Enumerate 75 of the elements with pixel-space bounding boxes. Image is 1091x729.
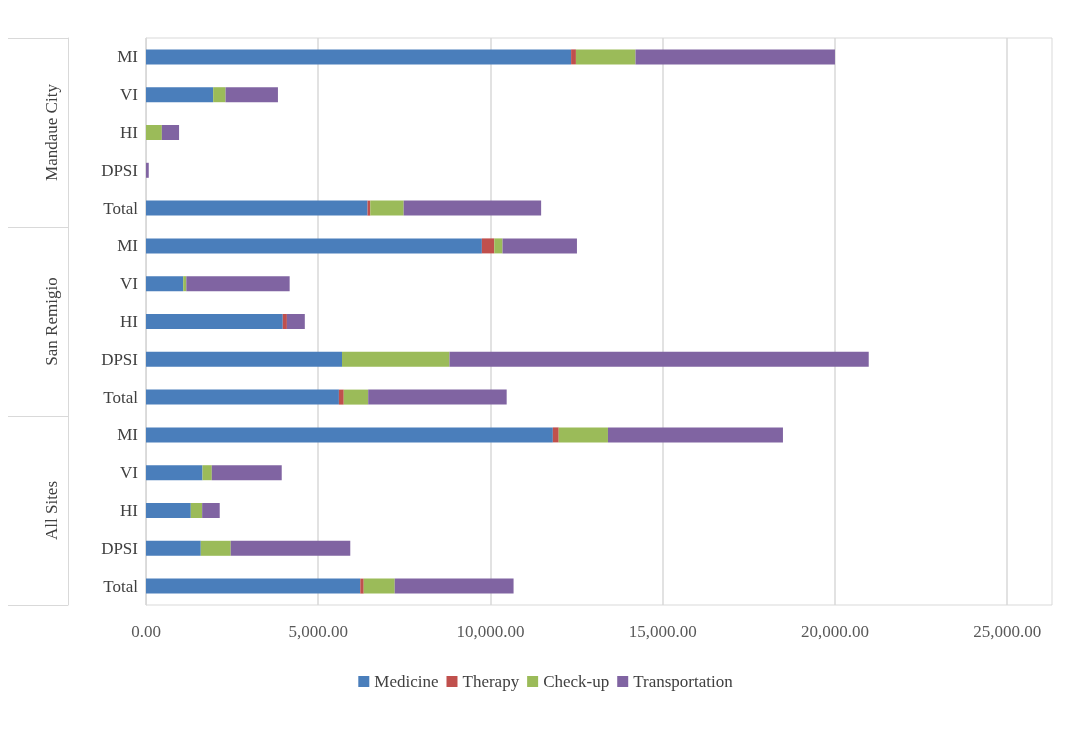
bar xyxy=(360,578,364,594)
bar xyxy=(342,351,450,367)
y-tick-label: VI xyxy=(120,463,139,483)
legend-label: Transportation xyxy=(633,672,734,691)
bar xyxy=(368,389,507,405)
bar xyxy=(146,351,343,367)
bar xyxy=(343,389,369,405)
bar xyxy=(403,200,542,216)
bar xyxy=(146,389,339,405)
bar xyxy=(186,276,290,292)
bar xyxy=(635,49,835,65)
y-tick-label: Total xyxy=(103,576,139,596)
y-tick-label: DPSI xyxy=(101,349,139,369)
y-tick-label: HI xyxy=(120,312,139,331)
bar xyxy=(558,427,608,443)
text: San Remigio xyxy=(42,277,61,366)
bar xyxy=(552,427,559,443)
bar xyxy=(146,238,482,254)
y-tick-label: HI xyxy=(120,501,139,520)
bar xyxy=(494,238,503,254)
bar xyxy=(211,465,282,481)
text: Mandaue City xyxy=(42,83,61,181)
bar xyxy=(213,87,226,103)
bar xyxy=(449,351,869,367)
y-tick-label: Total xyxy=(103,198,139,218)
y-tick-label: Total xyxy=(103,387,139,407)
bar xyxy=(146,276,184,292)
bar xyxy=(146,427,553,443)
bar xyxy=(146,503,191,518)
bar xyxy=(575,49,636,65)
x-tick-label: 20,000.00 xyxy=(800,622,869,641)
bar xyxy=(146,125,162,140)
bar xyxy=(146,540,201,556)
y-tick-label: MI xyxy=(117,236,139,256)
bar xyxy=(607,427,783,443)
bar xyxy=(202,503,220,518)
bar xyxy=(146,314,283,329)
bar xyxy=(146,49,572,65)
bar xyxy=(370,200,404,216)
bar xyxy=(225,87,278,103)
bar xyxy=(146,162,149,178)
y-tick-label: MI xyxy=(117,425,139,445)
x-tick-label: 25,000.00 xyxy=(973,622,1042,641)
bar xyxy=(282,314,287,329)
bar xyxy=(146,465,203,481)
bar xyxy=(161,125,180,140)
bar xyxy=(502,238,577,254)
bar xyxy=(286,314,305,329)
y-tick-label: DPSI xyxy=(101,160,139,180)
y-tick-label: VI xyxy=(120,274,139,294)
bar xyxy=(190,503,203,518)
bar xyxy=(200,540,231,556)
y-tick-label: HI xyxy=(120,123,139,142)
legend-label: Therapy xyxy=(462,672,520,691)
bar xyxy=(146,578,361,594)
bar xyxy=(146,87,214,103)
bar xyxy=(230,540,351,556)
bar xyxy=(338,389,344,405)
bar xyxy=(481,238,495,254)
y-tick-label: MI xyxy=(117,47,139,67)
y-tick-label: DPSI xyxy=(101,538,139,558)
bar xyxy=(146,200,368,216)
x-tick-label: 0.00 xyxy=(131,622,161,641)
legend-label: Medicine xyxy=(374,672,439,691)
bar xyxy=(394,578,514,594)
text: All Sites xyxy=(42,480,61,541)
bar xyxy=(183,276,187,292)
bar xyxy=(571,49,576,65)
x-tick-label: 15,000.00 xyxy=(628,622,697,641)
x-tick-label: 10,000.00 xyxy=(456,622,525,641)
bar xyxy=(363,578,395,594)
legend-label: Check-up xyxy=(543,672,610,691)
bar xyxy=(202,465,212,481)
y-tick-label: VI xyxy=(120,85,139,105)
x-tick-label: 5,000.00 xyxy=(288,622,348,641)
